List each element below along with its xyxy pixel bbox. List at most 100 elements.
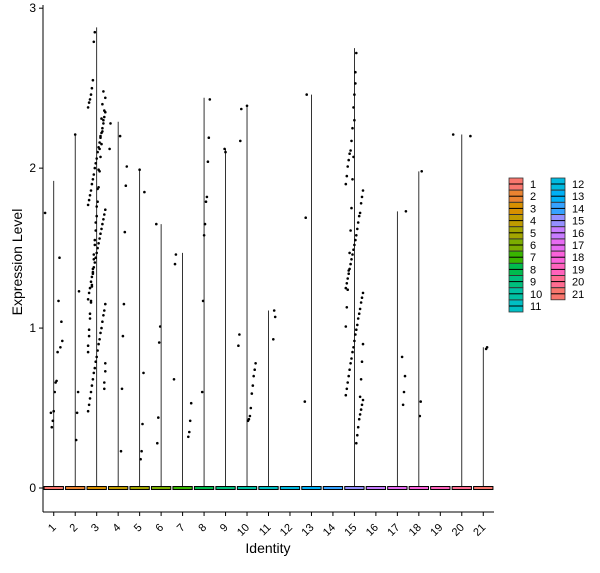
data-point: [208, 98, 212, 101]
data-point: [88, 286, 92, 290]
legend-label: 1: [530, 179, 536, 191]
data-point: [89, 301, 93, 304]
data-point: [43, 211, 47, 215]
legend-label: 12: [572, 179, 584, 191]
legend-item-15: 15: [550, 214, 584, 228]
violin-18: [408, 171, 429, 491]
legend-label: 9: [530, 277, 536, 289]
data-point: [356, 317, 360, 320]
data-point: [52, 409, 55, 413]
data-point: [96, 150, 99, 154]
data-point: [90, 275, 94, 279]
violin-6: [150, 224, 172, 491]
x-tick-label: 10: [235, 522, 252, 539]
violin-14: [322, 486, 344, 491]
data-point: [103, 115, 106, 119]
points-7: [172, 253, 193, 439]
data-point: [189, 401, 193, 405]
data-point: [93, 30, 97, 34]
data-point: [90, 182, 94, 186]
violin-16: [365, 486, 387, 491]
points-8: [200, 98, 212, 394]
data-point: [141, 422, 144, 426]
data-point: [100, 142, 103, 146]
y-tick-label: 1: [29, 321, 36, 335]
points-10: [237, 104, 257, 423]
data-point: [350, 357, 353, 360]
legend-item-3: 3: [508, 201, 536, 215]
violin-base: [322, 486, 344, 491]
data-point: [249, 406, 253, 410]
violin-base: [473, 486, 494, 491]
points-18: [418, 170, 424, 418]
data-point: [101, 126, 104, 130]
data-point: [88, 312, 92, 316]
x-tick-label: 16: [364, 522, 381, 539]
data-point: [87, 403, 91, 407]
data-point: [92, 258, 96, 261]
data-point: [104, 362, 107, 365]
data-point: [103, 109, 106, 112]
data-point: [361, 342, 365, 346]
data-point: [347, 374, 351, 378]
data-point: [356, 227, 359, 231]
legend-label: 21: [572, 289, 584, 301]
data-point: [272, 309, 276, 312]
points-17: [400, 210, 408, 407]
data-point: [91, 272, 95, 276]
x-tick-label: 6: [153, 522, 166, 535]
data-point: [98, 147, 101, 151]
data-point: [86, 409, 90, 413]
data-point: [356, 323, 359, 327]
data-point: [246, 419, 250, 423]
y-tick-label: 3: [29, 1, 36, 15]
violin-11: [258, 310, 279, 491]
data-point: [92, 371, 96, 375]
data-point: [403, 374, 407, 378]
data-point: [102, 118, 105, 122]
data-point: [90, 283, 94, 287]
x-tick-label: 21: [471, 522, 488, 539]
data-point: [92, 173, 96, 176]
points-4: [108, 122, 129, 453]
data-point: [404, 210, 408, 213]
x-tick-label: 7: [175, 522, 188, 535]
data-point: [355, 51, 358, 55]
data-point: [60, 320, 63, 324]
data-point: [96, 200, 99, 203]
legend-label: 2: [530, 191, 536, 203]
data-point: [205, 195, 209, 199]
data-point: [345, 282, 349, 285]
legend-label: 14: [572, 203, 584, 215]
data-point: [99, 155, 102, 159]
legend-item-16: 16: [550, 226, 584, 240]
legend-item-11: 11: [508, 299, 541, 313]
x-tick-label: 2: [68, 522, 81, 535]
data-point: [351, 178, 354, 181]
x-tick-label: 11: [257, 522, 274, 539]
data-point: [104, 302, 107, 306]
y-tick-label: 2: [29, 161, 36, 175]
data-point: [360, 296, 364, 300]
violin-12: [279, 486, 301, 491]
data-point: [355, 234, 358, 237]
data-point: [355, 441, 358, 445]
data-point: [484, 347, 488, 351]
data-point: [303, 400, 307, 403]
data-point: [201, 299, 205, 303]
data-point: [358, 413, 362, 416]
violins-layer: [43, 27, 494, 491]
data-point: [102, 122, 105, 125]
data-point: [140, 449, 143, 453]
data-point: [73, 133, 77, 136]
data-point: [349, 262, 352, 266]
data-point: [345, 387, 349, 391]
data-point: [90, 86, 94, 90]
data-point: [305, 93, 309, 96]
data-point: [206, 160, 210, 163]
data-point: [354, 238, 357, 242]
data-point: [347, 158, 351, 162]
points-6: [155, 222, 162, 445]
data-point: [358, 395, 362, 399]
legend-item-18: 18: [550, 250, 584, 264]
